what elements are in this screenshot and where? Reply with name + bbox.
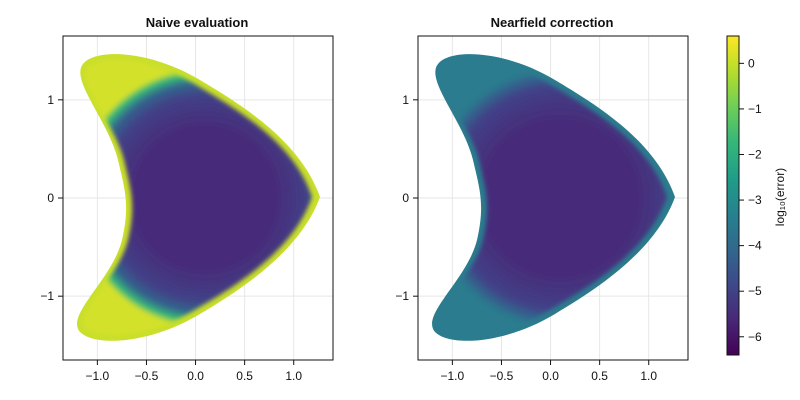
y-tick-label: 1	[47, 93, 54, 107]
panel-naive: Naive evaluation −1.0 −0.5 0.0 0.5 1.0 −1 0 1	[40, 15, 334, 383]
field-layer	[432, 54, 675, 341]
x-tick-label: −0.5	[135, 369, 159, 383]
x-tick-label: 1.0	[285, 369, 302, 383]
x-tick-label: −0.5	[490, 369, 514, 383]
colorbar-tick-label: −5	[748, 284, 762, 298]
shape-inner	[437, 59, 667, 335]
colorbar-tick-label: −6	[748, 330, 762, 344]
colorbar-tick-label: 0	[748, 56, 755, 70]
y-tick-label: 0	[47, 191, 54, 205]
y-tick-label: −1	[395, 289, 409, 303]
x-tick-label: 0.5	[591, 369, 608, 383]
colorbar: 0 −1 −2 −3 −4 −5 −6 log₁₀(error)	[726, 35, 787, 356]
x-ticks: −1.0 −0.5 0.0 0.5 1.0	[441, 360, 657, 383]
colorbar-tick-label: −2	[748, 147, 762, 161]
colorbar-bar	[726, 35, 740, 356]
y-tick-label: −1	[40, 289, 54, 303]
x-tick-label: 0.0	[542, 369, 559, 383]
x-tick-label: 0.0	[187, 369, 204, 383]
y-ticks: −1 0 1	[40, 93, 63, 303]
colorbar-tick-label: −3	[748, 193, 762, 207]
x-ticks: −1.0 −0.5 0.0 0.5 1.0	[86, 360, 302, 383]
colorbar-tick-label: −4	[748, 239, 762, 253]
panel-nearfield: Nearfield correction −1.0 −0.5 0.0 0.5 1.0 −…	[395, 15, 689, 383]
y-ticks: −1 0 1	[395, 93, 418, 303]
x-tick-label: 1.0	[640, 369, 657, 383]
x-tick-label: −1.0	[86, 369, 110, 383]
panel-title: Naive evaluation	[146, 15, 249, 30]
x-tick-label: 0.5	[236, 369, 253, 383]
colorbar-tick-label: −1	[748, 102, 762, 116]
x-tick-label: −1.0	[441, 369, 465, 383]
shape-inner	[83, 59, 312, 335]
y-tick-label: 0	[402, 191, 409, 205]
field-layer	[77, 54, 320, 341]
panel-title: Nearfield correction	[491, 15, 614, 30]
y-tick-label: 1	[402, 93, 409, 107]
colorbar-ticks: 0 −1 −2 −3 −4 −5 −6	[739, 56, 762, 344]
colorbar-label: log₁₀(error)	[773, 168, 787, 226]
